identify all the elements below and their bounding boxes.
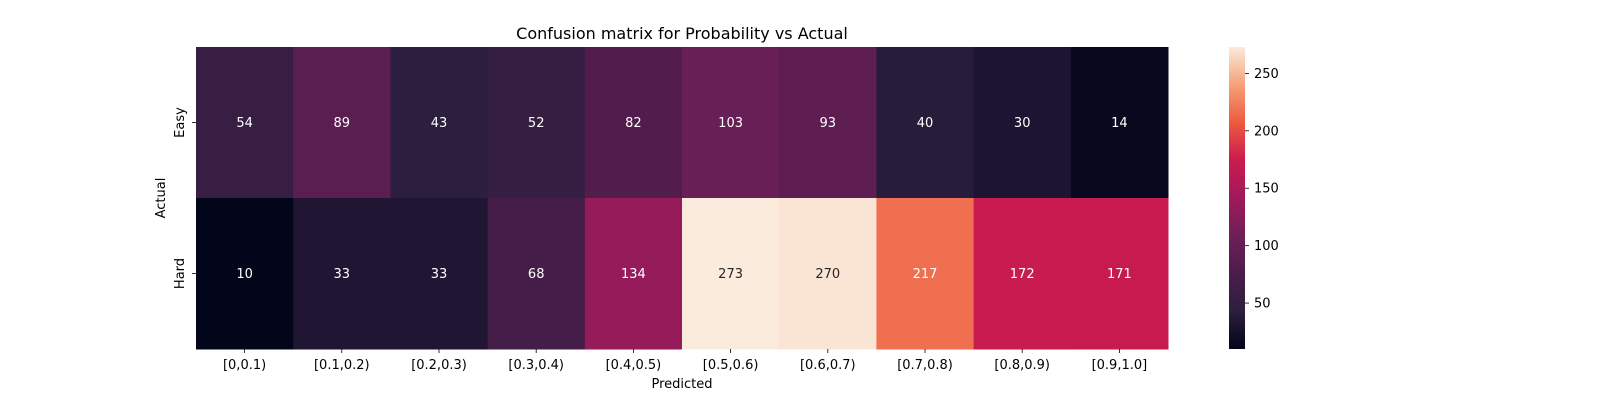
x-tick-label: [0.4,0.5) [606,358,662,373]
heatmap-cell [196,47,294,199]
heatmap-cell [973,47,1072,199]
heatmap-cell [487,198,586,350]
cell-value-label: 171 [1107,267,1132,282]
y-axis-ticks: Easy Hard [173,107,196,289]
heatmap-cell [584,198,683,350]
heatmap-cell [293,47,391,199]
cell-value-label: 82 [625,116,642,131]
x-axis-ticks: [0,0.1) [0.1,0.2) [0.2,0.3) [0.3,0.4) [0.4,0… [223,349,1147,373]
x-tick-label: [0.9,1.0] [1092,358,1148,373]
heatmap-cell [1070,198,1169,350]
cell-value-label: 103 [718,116,743,131]
heatmap-cell [293,198,391,350]
x-axis-title: Predicted [651,377,712,392]
cell-value-label: 54 [236,116,253,131]
colorbar-tick-label: 150 [1254,182,1279,197]
x-tick-label: [0.1,0.2) [314,358,370,373]
colorbar-tick-label: 250 [1254,67,1279,82]
cell-value-label: 10 [236,267,253,282]
heatmap-cells: 54 89 43 52 82 103 93 40 30 14 10 33 33 68 134 273 270 21… [196,47,1169,350]
x-tick-label: [0.5,0.6) [703,358,759,373]
colorbar-tick-label: 100 [1254,239,1279,254]
x-tick-label: [0.8,0.9) [994,358,1050,373]
heatmap-cell [876,198,975,350]
heatmap-cell [1070,47,1169,199]
cell-value-label: 172 [1010,267,1035,282]
cell-value-label: 40 [917,116,934,131]
cell-value-label: 217 [913,267,938,282]
y-tick-label: Easy [173,107,188,138]
x-tick-label: [0.2,0.3) [411,358,467,373]
colorbar [1229,47,1245,349]
cell-value-label: 68 [528,267,545,282]
colorbar-tick-label: 50 [1254,297,1271,312]
cell-value-label: 14 [1111,116,1128,131]
heatmap-cell [584,47,683,199]
cell-value-label: 43 [431,116,448,131]
x-tick-label: [0.7,0.8) [897,358,953,373]
heatmap-cell [682,47,780,199]
y-axis-title: Actual [154,178,169,219]
y-tick-label: Hard [173,258,188,289]
cell-value-label: 270 [815,267,840,282]
heatmap-cell [779,198,877,350]
heatmap-cell [973,198,1072,350]
heatmap-cell [487,47,586,199]
cell-value-label: 33 [334,267,351,282]
heatmap-cell [390,47,489,199]
heatmap-cell [390,198,489,350]
colorbar-tick-label: 200 [1254,124,1279,139]
heatmap-cell [779,47,877,199]
cell-value-label: 273 [718,267,743,282]
colorbar-ticks: 50 100 150 200 250 [1245,67,1279,312]
heatmap-cell [682,198,780,350]
cell-value-label: 33 [431,267,448,282]
cell-value-label: 30 [1014,116,1031,131]
cell-value-label: 89 [334,116,351,131]
chart-title: Confusion matrix for Probability vs Actu… [516,24,848,43]
x-tick-label: [0,0.1) [223,358,266,373]
heatmap-cell [876,47,975,199]
x-tick-label: [0.6,0.7) [800,358,856,373]
cell-value-label: 93 [820,116,837,131]
heatmap-cell [196,198,294,350]
cell-value-label: 52 [528,116,545,131]
x-tick-label: [0.3,0.4) [508,358,564,373]
cell-value-label: 134 [621,267,646,282]
